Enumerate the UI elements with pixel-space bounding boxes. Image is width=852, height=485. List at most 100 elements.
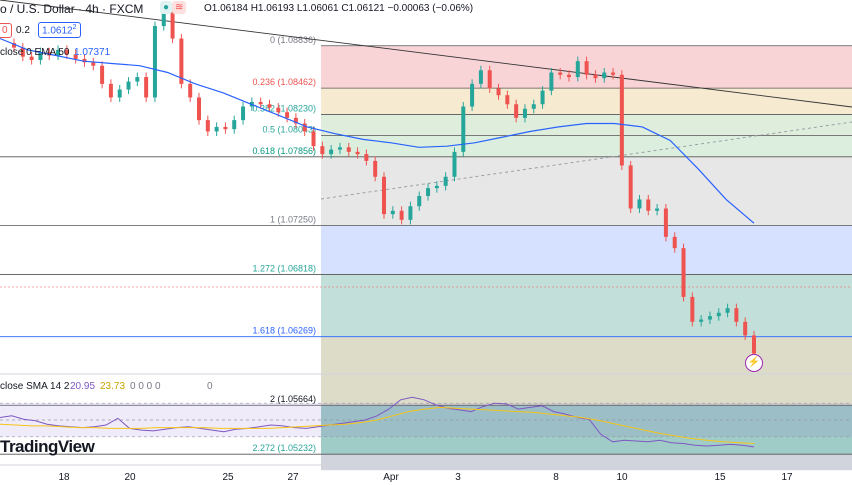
rsi-band-value-last: 0 — [207, 381, 213, 392]
rsi-band-values: 0 0 0 0 — [130, 381, 161, 392]
fib-zone — [321, 336, 852, 406]
x-tick-label: 15 — [714, 472, 726, 483]
candle-body — [91, 62, 96, 66]
ohlc-values: O1.06184 H1.06193 L1.06061 C1.06121 −0.0… — [204, 3, 474, 14]
downtrend-line — [0, 0, 852, 108]
candle-body — [470, 83, 475, 107]
candle-body — [637, 199, 642, 209]
candle-body — [417, 196, 422, 207]
candle-body — [64, 49, 69, 55]
replay-icon[interactable]: ≋ — [172, 1, 187, 14]
candle-body — [452, 151, 457, 177]
candle-body — [743, 321, 748, 336]
buy-price: 1.0612 — [42, 25, 73, 37]
candle-body — [734, 308, 739, 322]
fib-level-label: 2 (1.05664) — [270, 394, 316, 404]
fib-level-label: 0.5 (1.08043) — [262, 125, 316, 135]
candle-body — [223, 126, 228, 130]
candle-body — [117, 89, 122, 98]
fib-level-label: 2.272 (1.05232) — [252, 443, 316, 453]
candle-body — [549, 72, 554, 91]
tradingview-logo: TradingView — [0, 437, 95, 456]
time-axis: 18 20 25 27 Apr 3 8 10 15 17 — [0, 464, 852, 483]
candle-body — [716, 312, 721, 317]
candle-body — [38, 52, 43, 61]
candle-body — [699, 319, 704, 322]
rsi-legend-label[interactable]: close SMA 14 2 — [0, 381, 70, 392]
rsi-pane — [0, 373, 852, 448]
candle-body — [602, 72, 607, 79]
candle-body — [144, 77, 149, 98]
candle-body — [443, 176, 448, 186]
candle-body — [426, 188, 431, 197]
candle-body — [293, 117, 298, 124]
candle-body — [382, 176, 386, 215]
fib-level-label: 0.382 (1.08230) — [252, 103, 316, 113]
candle-body — [285, 112, 290, 118]
candle-body — [628, 165, 633, 209]
candle-body — [108, 83, 113, 98]
x-tick-label: 20 — [124, 472, 136, 483]
candle-body — [707, 316, 712, 320]
candle-body — [56, 49, 61, 56]
x-tick-label: 25 — [222, 472, 234, 483]
candle-body — [179, 38, 184, 84]
x-tick-label: 8 — [553, 472, 559, 483]
candle-body — [241, 106, 246, 121]
ema-legend-label[interactable]: close 0 EMA 50 — [0, 47, 70, 58]
candle-body — [646, 199, 651, 211]
candle-body — [329, 149, 334, 155]
ema-legend-value: 1.07371 — [74, 47, 111, 58]
x-tick-label: 10 — [616, 472, 628, 483]
candle-body — [337, 147, 342, 150]
candle-body — [752, 335, 756, 354]
market-open-icon: ● — [160, 1, 173, 14]
candle-body — [487, 70, 492, 89]
fib-zone — [321, 135, 852, 157]
candle-body — [655, 208, 660, 211]
candle-body — [408, 206, 413, 220]
candle-body — [100, 65, 105, 84]
candle-body — [725, 308, 730, 313]
candle-body — [672, 236, 677, 249]
fib-zone — [321, 88, 852, 115]
candle-body — [540, 90, 545, 105]
candle-body — [197, 97, 201, 121]
lightning-event-icon[interactable]: ⚡ — [745, 354, 763, 372]
candle-body — [593, 74, 598, 79]
ema-line — [0, 37, 755, 224]
fib-level-label: 1.272 (1.06818) — [252, 263, 316, 273]
sell-price-box[interactable]: 0 — [0, 23, 12, 38]
candle-body — [320, 146, 325, 155]
fib-zone — [321, 274, 852, 337]
candle-body — [346, 147, 351, 152]
candle-body — [531, 104, 536, 109]
candle-body — [558, 72, 563, 75]
candle-body — [20, 47, 25, 57]
x-tick-label: 3 — [455, 472, 461, 483]
candle-body — [663, 208, 668, 237]
candle-body — [126, 81, 131, 90]
symbol-title[interactable]: o / U.S. Dollar · 4h · FXCM — [0, 2, 144, 16]
candle-body — [373, 160, 378, 177]
candle-body — [258, 101, 263, 105]
candle-body — [514, 104, 519, 118]
x-tick-label: 27 — [287, 472, 299, 483]
buy-price-box[interactable]: 1.06122 — [38, 22, 81, 39]
candle-body — [496, 88, 501, 96]
x-tick-label: Apr — [383, 472, 399, 483]
candle-body — [575, 61, 580, 78]
x-tick-label: 17 — [781, 472, 793, 483]
candle-body — [135, 77, 140, 82]
candle-body — [161, 11, 166, 27]
candle-body — [584, 61, 589, 75]
candle-body — [681, 248, 686, 297]
fib-level-label: 1 (1.07250) — [270, 215, 316, 225]
candle-body — [152, 26, 157, 98]
candle-body — [399, 210, 404, 220]
candle-body — [478, 70, 483, 84]
candle-body — [73, 54, 78, 59]
candle-body — [29, 56, 34, 61]
candle-body — [461, 106, 466, 152]
